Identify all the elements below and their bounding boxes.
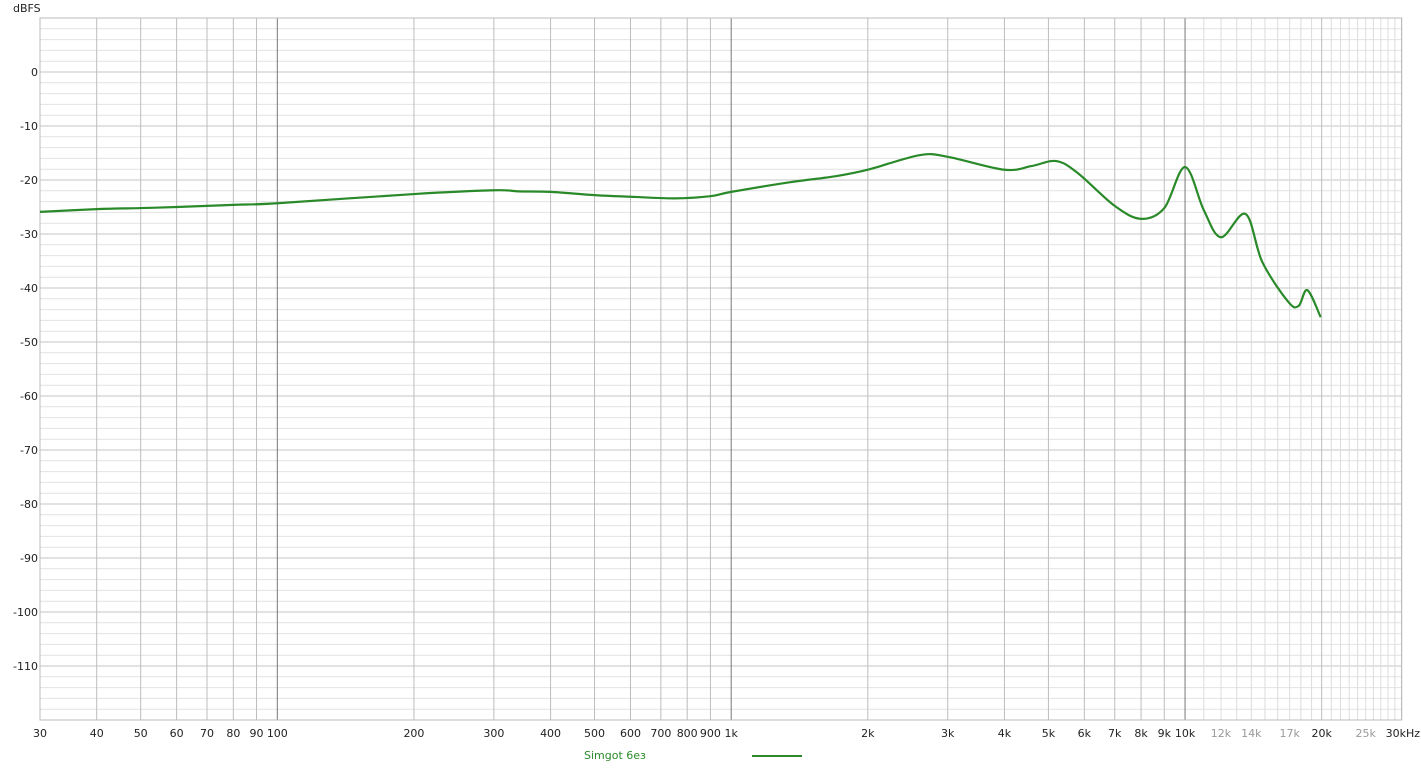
y-tick-label: -80	[20, 498, 38, 511]
y-axis-label: dBFS	[13, 2, 41, 15]
y-ticks: 0 -10 -20 -30 -40 -50 -60 -70 -80 -90 -100 -110	[13, 66, 38, 673]
x-tick-label: 600	[620, 727, 641, 740]
x-tick-label: 2k	[861, 727, 875, 740]
x-tick-label: 400	[540, 727, 561, 740]
x-tick-label: 100	[267, 727, 288, 740]
y-tick-label: -50	[20, 336, 38, 349]
x-ticks: 30 40 50 60 70 80 90 100 200 300 400 500 600 700 800 90…	[33, 727, 1420, 740]
y-tick-label: -90	[20, 552, 38, 565]
x-tick-label: 9k	[1158, 727, 1172, 740]
y-tick-label: -30	[20, 228, 38, 241]
x-tick-label: 20k	[1311, 727, 1332, 740]
x-tick-label: 6k	[1078, 727, 1092, 740]
x-tick-label: 60	[170, 727, 184, 740]
x-tick-label: 30	[33, 727, 47, 740]
x-tick-label: 30kHz	[1386, 727, 1421, 740]
x-tick-label: 500	[584, 727, 605, 740]
x-tick-label: 7k	[1108, 727, 1122, 740]
x-tick-label: 90	[250, 727, 264, 740]
x-tick-label: 70	[200, 727, 214, 740]
x-tick-label: 50	[134, 727, 148, 740]
y-tick-label: -100	[13, 606, 38, 619]
x-tick-label: 10k	[1175, 727, 1196, 740]
y-tick-label: -110	[13, 660, 38, 673]
plot-border	[39, 17, 1403, 721]
grid	[39, 17, 1403, 721]
legend-swatch	[752, 755, 802, 757]
legend-label[interactable]: Simgot 6ез	[584, 749, 646, 762]
x-tick-label: 800	[677, 727, 698, 740]
x-tick-label: 5k	[1042, 727, 1056, 740]
x-tick-label: 17k	[1279, 727, 1300, 740]
x-tick-label: 40	[90, 727, 104, 740]
y-tick-label: -70	[20, 444, 38, 457]
x-tick-label: 700	[650, 727, 671, 740]
x-tick-label: 3k	[941, 727, 955, 740]
x-tick-label: 300	[483, 727, 504, 740]
x-tick-label: 900	[700, 727, 721, 740]
y-tick-label: -40	[20, 282, 38, 295]
x-tick-label: 80	[226, 727, 240, 740]
series-layer	[39, 152, 1322, 318]
series-line	[39, 152, 1322, 318]
x-tick-label: 8k	[1134, 727, 1148, 740]
y-tick-label: -20	[20, 174, 38, 187]
y-tick-label: -60	[20, 390, 38, 403]
x-tick-label: 25k	[1355, 727, 1376, 740]
x-tick-label: 12k	[1211, 727, 1232, 740]
x-tick-label: 1k	[724, 727, 738, 740]
x-tick-label: 4k	[998, 727, 1012, 740]
x-tick-label: 200	[403, 727, 424, 740]
y-tick-label: 0	[31, 66, 38, 79]
y-tick-label: -10	[20, 120, 38, 133]
x-tick-label: 14k	[1241, 727, 1262, 740]
